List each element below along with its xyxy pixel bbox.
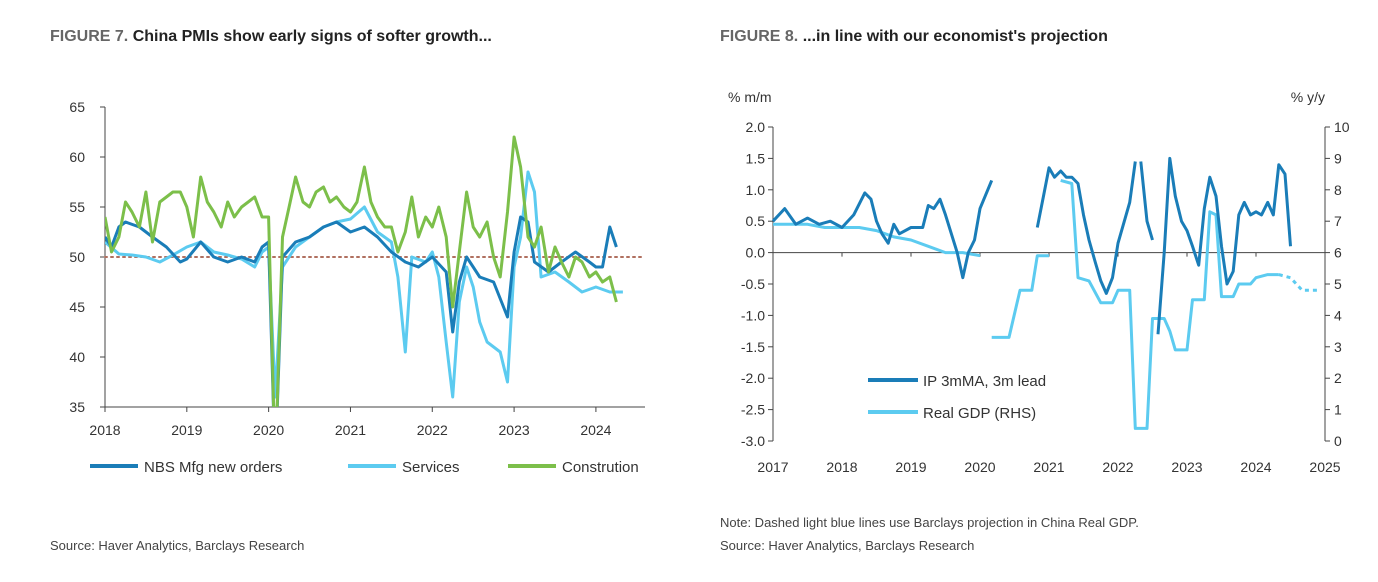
fig8-x-tick-label: 2017: [757, 459, 788, 475]
fig8-left-tick-label: -2.5: [741, 402, 765, 418]
figure8-chart: % m/m % y/y 2.0 1.5 1.0 0.5 0.0 -0.5 -1.0 -1.5 -2.…: [728, 89, 1350, 475]
fig8-left-tick-label: -1.5: [741, 339, 765, 355]
fig8-right-tick-label: 4: [1334, 307, 1342, 323]
fig8-gdp-line: [991, 254, 1049, 339]
fig8-right-tick-label: 0: [1334, 433, 1342, 449]
fig7-y-tick-label: 40: [69, 349, 85, 365]
fig8-gdp-line: [773, 222, 981, 258]
fig8-left-tick-label: 0.5: [746, 213, 766, 229]
figure8-number: FIGURE 8.: [720, 28, 799, 45]
fig7-y-tick-label: 65: [69, 99, 85, 115]
fig8-left-tick-label: -0.5: [741, 276, 765, 292]
fig8-right-axis-label: % y/y: [1291, 89, 1325, 105]
fig8-x-tick-label: 2022: [1102, 459, 1133, 475]
fig8-right-tick-label: 9: [1334, 150, 1342, 166]
figure7-title: FIGURE 7. China PMIs show early signs of…: [50, 28, 492, 46]
fig8-right-tick-label: 5: [1334, 276, 1342, 292]
fig7-series-line: [105, 170, 623, 399]
fig7-legend-label: Services: [402, 459, 460, 476]
fig8-ip-line: [771, 179, 994, 280]
fig7-y-tick-label: 50: [69, 249, 85, 265]
fig8-legend-label-ip: IP 3mMA, 3m lead: [923, 373, 1046, 390]
fig8-left-tick-label: -3.0: [741, 433, 765, 449]
figure8-title-text: ...in line with our economist's projecti…: [802, 28, 1108, 45]
fig7-y-tick-label: 60: [69, 149, 85, 165]
figure8-source: Source: Haver Analytics, Barclays Resear…: [720, 538, 975, 553]
fig8-x-tick-label: 2019: [895, 459, 926, 475]
fig8-right-tick-label: 6: [1334, 245, 1342, 261]
fig7-legend-label: Constrution: [562, 459, 639, 476]
fig8-right-tick-label: 2: [1334, 370, 1342, 386]
fig8-left-tick-label: 1.0: [746, 182, 766, 198]
fig7-x-tick-label: 2018: [89, 422, 120, 438]
figure8-note: Note: Dashed light blue lines use Barcla…: [720, 515, 1139, 530]
fig7-series-group: [105, 135, 623, 407]
fig8-gdp-line: [1060, 178, 1279, 430]
figure7-source: Source: Haver Analytics, Barclays Resear…: [50, 538, 305, 553]
fig7-legend-label: NBS Mfg new orders: [144, 459, 282, 476]
fig8-right-tick-label: 7: [1334, 213, 1342, 229]
fig8-ip-line: [1139, 161, 1154, 241]
fig7-x-tick-label: 2023: [499, 422, 530, 438]
fig8-x-tick-label: 2020: [964, 459, 995, 475]
fig7-x-tick-label: 2021: [335, 422, 366, 438]
fig8-x-tick-label: 2018: [826, 459, 857, 475]
fig8-ip-line: [1035, 161, 1137, 295]
fig8-left-tick-label: 1.5: [746, 150, 766, 166]
fig7-series-line: [105, 135, 618, 407]
figure7-number: FIGURE 7.: [50, 28, 129, 45]
figure7-title-text: China PMIs show early signs of softer gr…: [132, 28, 492, 45]
figure8-title: FIGURE 8. ...in line with our economist'…: [720, 28, 1108, 46]
fig7-y-tick-label: 35: [69, 399, 85, 415]
fig8-legend-label-gdp: Real GDP (RHS): [923, 405, 1036, 422]
fig8-left-tick-label: -1.0: [741, 307, 765, 323]
fig7-x-tick-label: 2024: [580, 422, 611, 438]
fig8-right-tick-label: 10: [1334, 119, 1350, 135]
fig7-x-tick-label: 2019: [171, 422, 202, 438]
fig7-y-tick-label: 45: [69, 299, 85, 315]
fig7-y-tick-label: 55: [69, 199, 85, 215]
fig8-right-tick-label: 1: [1334, 402, 1342, 418]
fig8-left-tick-label: 0.0: [746, 245, 766, 261]
fig8-x-tick-label: 2023: [1171, 459, 1202, 475]
fig8-gdp-projection-line: [1278, 273, 1320, 292]
fig8-right-tick-label: 3: [1334, 339, 1342, 355]
fig8-left-tick-label: -2.0: [741, 370, 765, 386]
fig7-series-line: [105, 215, 618, 407]
fig8-left-axis-label: % m/m: [728, 89, 772, 105]
fig8-x-tick-label: 2021: [1033, 459, 1064, 475]
fig8-ip-line: [1156, 156, 1292, 335]
fig8-left-tick-label: 2.0: [746, 119, 766, 135]
fig8-x-tick-label: 2025: [1309, 459, 1340, 475]
fig7-x-tick-label: 2022: [417, 422, 448, 438]
fig8-right-tick-label: 8: [1334, 182, 1342, 198]
fig7-x-tick-label: 2020: [253, 422, 284, 438]
fig8-x-tick-label: 2024: [1240, 459, 1271, 475]
